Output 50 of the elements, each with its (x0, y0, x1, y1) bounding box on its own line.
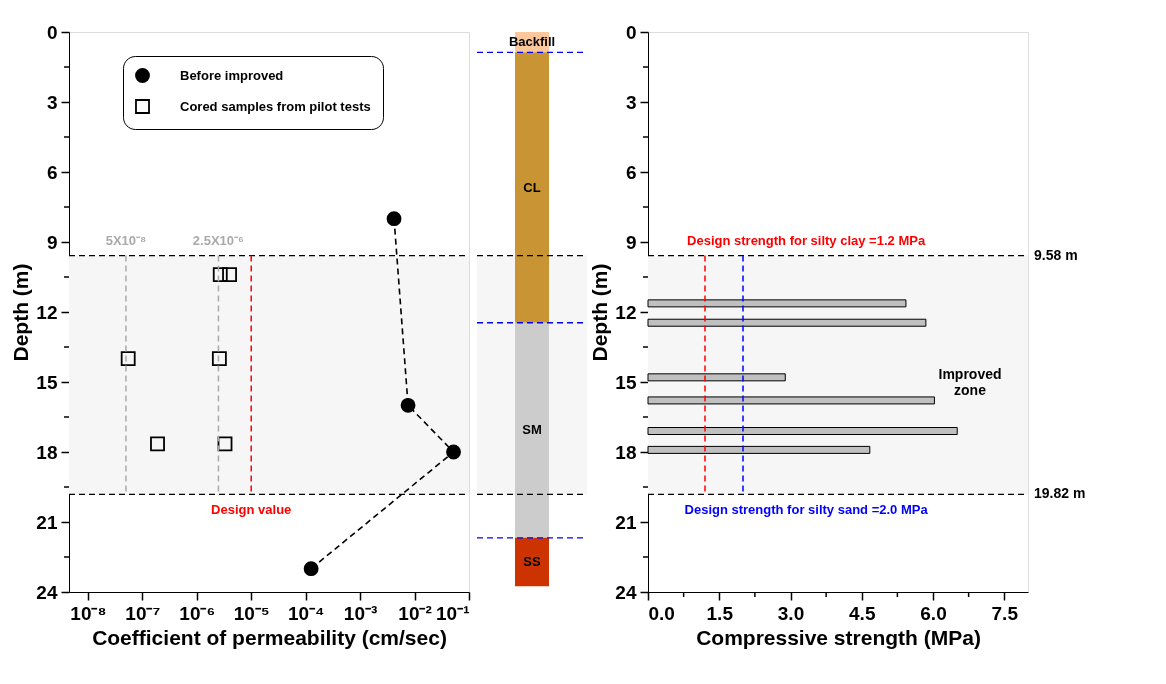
ref-line-label: 19.82 m (1034, 485, 1086, 502)
ref-line-label: Design strength for silty clay =1.2 MPa (687, 232, 926, 248)
y-tick-label: 24 (36, 581, 58, 603)
legend-label: Before improved (180, 67, 284, 83)
x-tick-label: 10⁻⁷ (125, 602, 161, 624)
y-tick-label: 21 (36, 511, 58, 533)
ref-line-label: 9.58 m (1034, 246, 1078, 263)
x-tick-label: 10⁻⁴ (287, 602, 325, 624)
y-tick-label: 6 (625, 161, 637, 183)
y-tick-label: 12 (36, 301, 58, 323)
y-tick-label: 15 (615, 371, 637, 393)
x-tick-label: 1.5 (706, 602, 734, 624)
y-tick-label: 3 (46, 91, 58, 113)
y-tick-label: 9 (46, 231, 58, 253)
y-tick-label: 0 (46, 21, 58, 43)
ref-line-label: 5X10⁻⁸ (105, 232, 147, 248)
ref-line-label: Design strength for silty sand =2.0 MPa (684, 502, 929, 518)
x-tick-label: 10⁻⁶ (179, 602, 216, 624)
x-tick-label: 10⁻³ (343, 602, 378, 624)
y-tick-label: 3 (625, 91, 637, 113)
y-tick-label: 15 (36, 371, 58, 393)
ref-line-label: Design value (211, 502, 292, 518)
series-label: SM (522, 422, 542, 438)
band-label: Improved zone (938, 366, 1002, 398)
y-tick-label: 12 (615, 301, 637, 323)
series-label: SS (523, 554, 541, 570)
x-tick-label: 10⁻⁵ (233, 602, 270, 624)
x-tick-label: 4.5 (849, 602, 876, 624)
y-tick-label: 18 (615, 441, 637, 463)
x-tick-label: 3.0 (777, 602, 805, 624)
y-tick-label: 6 (46, 161, 58, 183)
y-axis-title: Depth (m) (9, 263, 33, 362)
y-tick-label: 24 (615, 581, 637, 603)
ref-line-label: 2.5X10⁻⁶ (192, 232, 245, 248)
y-tick-label: 9 (625, 231, 637, 253)
x-axis-title: Coefficient of permeability (cm/sec) (92, 625, 447, 649)
legend-label: Cored samples from pilot tests (180, 98, 371, 114)
y-tick-label: 0 (625, 21, 637, 43)
x-tick-label: 10⁻⁸ (70, 602, 107, 624)
y-tick-label: 21 (615, 511, 637, 533)
series-label: Backfill (508, 34, 556, 50)
y-axis-title: Depth (m) (588, 263, 612, 362)
x-tick-label: 6.0 (920, 602, 947, 624)
series-label: CL (523, 179, 541, 195)
x-tick-label: 10⁻¹ (436, 602, 470, 624)
y-tick-label: 18 (36, 441, 58, 463)
x-tick-label: 0.0 (648, 602, 675, 624)
x-axis-title: Compressive strength (MPa) (696, 625, 981, 649)
x-tick-label: 7.5 (991, 602, 1019, 624)
x-tick-label: 10⁻² (398, 602, 432, 624)
